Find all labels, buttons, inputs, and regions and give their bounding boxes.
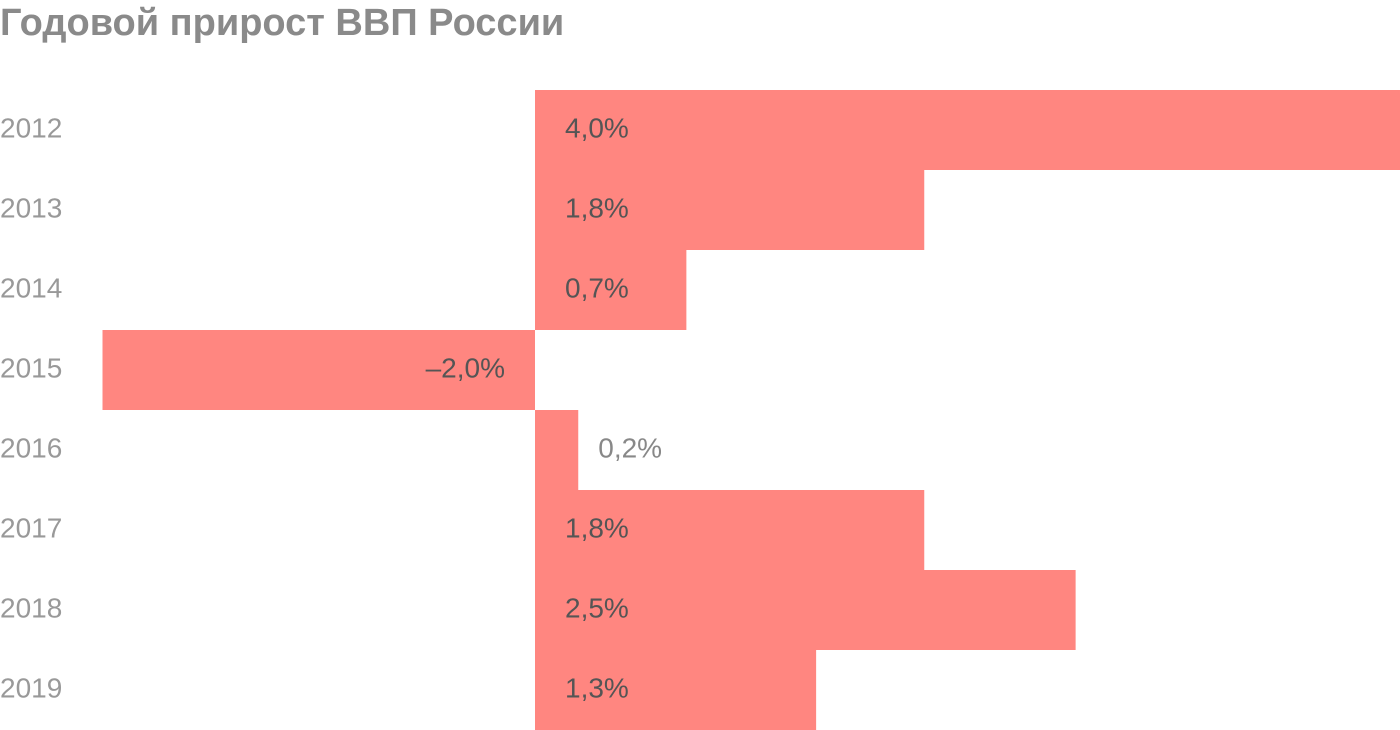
y-tick-label: 2012 (0, 112, 62, 143)
value-label: 1,8% (565, 192, 629, 223)
bar (535, 570, 1076, 650)
y-tick-label: 2013 (0, 192, 62, 223)
y-tick-label: 2017 (0, 512, 62, 543)
bar (102, 330, 535, 410)
value-label: 0,2% (598, 432, 662, 463)
value-label: 2,5% (565, 592, 629, 623)
value-label: 1,3% (565, 672, 629, 703)
y-tick-label: 2018 (0, 592, 62, 623)
value-label: 0,7% (565, 272, 629, 303)
bar (535, 250, 687, 330)
y-tick-label: 2019 (0, 672, 62, 703)
value-label: 1,8% (565, 512, 629, 543)
y-tick-label: 2014 (0, 272, 62, 303)
bar (535, 410, 579, 490)
bar (535, 650, 817, 730)
bar (535, 490, 925, 570)
y-tick-label: 2015 (0, 352, 62, 383)
value-label: –2,0% (426, 352, 505, 383)
value-label: 4,0% (565, 112, 629, 143)
y-tick-label: 2016 (0, 432, 62, 463)
bar (535, 90, 1400, 170)
chart-title: Годовой прирост ВВП России (0, 2, 564, 44)
bar (535, 170, 925, 250)
